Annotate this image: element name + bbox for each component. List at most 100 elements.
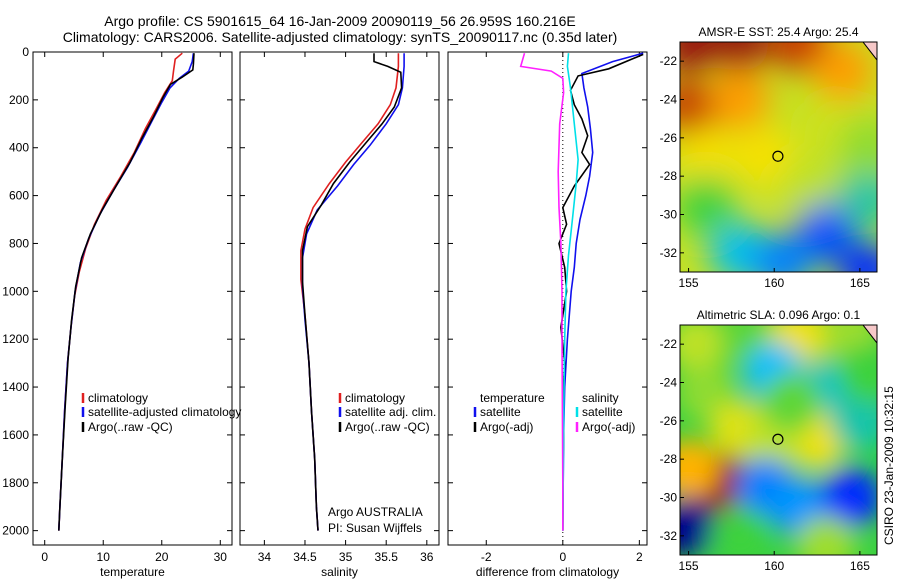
x-axis-label: temperature: [100, 565, 165, 579]
argo-location-marker: [772, 150, 784, 162]
legend-label: Argo(-adj): [582, 420, 635, 434]
legend-label: satellite adj. clim.: [345, 405, 436, 419]
sla-map: 155 160 165 -22 -24 -26 -28 -30 -32 Altimetric SL…: [660, 308, 878, 573]
map-cell: [680, 174, 736, 235]
x-tick-label: 160: [764, 559, 784, 573]
map-cell: [838, 242, 877, 272]
y-tick-label: -30: [660, 491, 678, 505]
coastline: [862, 42, 877, 61]
x-tick-label: 160: [764, 276, 784, 290]
series-line: [301, 53, 405, 531]
credit-label: CSIRO 23-Jan-2009 10:32:15: [882, 386, 896, 545]
series-line: [519, 52, 565, 531]
y-tick-label: -28: [660, 452, 678, 466]
y-tick-label: -32: [660, 529, 678, 543]
plot-frame: [32, 51, 233, 546]
y-tick-label: 800: [9, 236, 29, 250]
legend-heading: salinity: [582, 391, 619, 405]
map-cell: [680, 79, 719, 140]
y-tick-label: -22: [660, 54, 678, 68]
map-cell: [709, 42, 770, 72]
map-cell: [680, 325, 728, 375]
x-tick-label: 2: [636, 550, 643, 564]
map-cell: [709, 505, 770, 555]
map-cell: [680, 438, 719, 499]
map-cell: [761, 371, 822, 432]
x-tick-label: 30: [214, 550, 228, 564]
y-tick-label: -26: [660, 414, 678, 428]
legend-label: climatology: [345, 391, 405, 405]
panel-annotation-line2: PI: Susan Wijffels: [328, 521, 422, 535]
x-tick-label: 0: [559, 550, 566, 564]
map-cell: [821, 467, 877, 528]
series-line: [58, 53, 195, 531]
x-tick-label: 155: [679, 559, 699, 573]
map-cell: [778, 155, 839, 216]
series-line: [301, 53, 403, 531]
map-cell: [795, 203, 856, 264]
x-tick-label: 10: [97, 550, 111, 564]
y-tick-label: -28: [660, 169, 678, 183]
legend-label: satellite: [480, 405, 521, 419]
x-tick-label: 34.5: [293, 550, 317, 564]
map-cell: [838, 165, 877, 226]
argo-location-marker: [772, 433, 784, 445]
map-frame: [679, 324, 878, 556]
legend-label: climatology: [88, 391, 148, 405]
y-tick-label: -22: [660, 337, 678, 351]
y-tick-label: 400: [9, 141, 29, 155]
y-tick-label: -26: [660, 131, 678, 145]
y-tick-label: 1400: [2, 380, 29, 394]
x-tick-label: 155: [679, 276, 699, 290]
legend-heading: temperature: [480, 391, 545, 405]
map-cell: [735, 127, 796, 187]
map-cell: [752, 232, 813, 272]
y-tick-label: -24: [660, 93, 678, 107]
y-tick-label: 600: [9, 189, 29, 203]
y-tick-label: 1200: [2, 332, 29, 346]
x-tick-label: 165: [850, 559, 870, 573]
x-tick-label: 20: [155, 550, 169, 564]
series-line: [58, 52, 183, 531]
y-tick-label: -30: [660, 208, 678, 222]
map-cell: [838, 342, 877, 403]
plot-frame: [239, 51, 440, 546]
series-line: [300, 53, 400, 531]
coastline: [862, 325, 877, 344]
figure-title-line2: Climatology: CARS2006. Satellite-adjuste…: [63, 29, 618, 45]
y-tick-label: 0: [22, 45, 29, 59]
sst-map: 155 160 165 -22 -24 -26 -28 -30 -32 AMSR-E SST: 2…: [660, 25, 878, 290]
y-tick-label: 1000: [2, 284, 29, 298]
map-cell: [680, 127, 736, 187]
salinity-panel: 34 34.5 35 35.5 36 salinity climatologysatelli…: [239, 51, 440, 579]
legend-label: Argo(-adj): [480, 420, 533, 434]
legend-label: Argo(..raw -QC): [345, 420, 430, 434]
x-axis-label: difference from climatology: [476, 565, 619, 579]
map-field: [680, 325, 877, 555]
x-axis-label: salinity: [321, 565, 358, 579]
x-tick-label: -2: [481, 550, 492, 564]
map-frame: [679, 41, 878, 273]
y-tick-label: 2000: [2, 524, 29, 538]
figure-title-line1: Argo profile: CS 5901615_64 16-Jan-2009 …: [104, 13, 575, 29]
legend-label: Argo(..raw -QC): [88, 420, 173, 434]
y-tick-label: 1600: [2, 428, 29, 442]
difference-panel: -2 0 2 difference from climatology temperatu…: [447, 51, 648, 579]
temperature-panel: 0 10 20 30 0 200 400 600 800 1000 1200 1400 1600 1800…: [2, 45, 241, 579]
map-title: Altimetric SLA: 0.096 Argo: 0.1: [697, 308, 861, 322]
map-cell: [812, 42, 873, 101]
map-blobs: [680, 42, 877, 272]
panel-annotation-line1: Argo AUSTRALIA: [328, 505, 423, 519]
map-cell: [838, 117, 877, 178]
map-cell: [680, 496, 719, 555]
map-cell: [795, 515, 856, 555]
series-line: [562, 53, 579, 531]
map-title: AMSR-E SST: 25.4 Argo: 25.4: [698, 25, 858, 39]
map-cell: [680, 42, 719, 72]
x-tick-label: 0: [41, 550, 48, 564]
series-line: [58, 53, 195, 531]
y-tick-label: 200: [9, 93, 29, 107]
y-tick-label: -32: [660, 246, 678, 260]
x-tick-label: 35.5: [375, 550, 399, 564]
